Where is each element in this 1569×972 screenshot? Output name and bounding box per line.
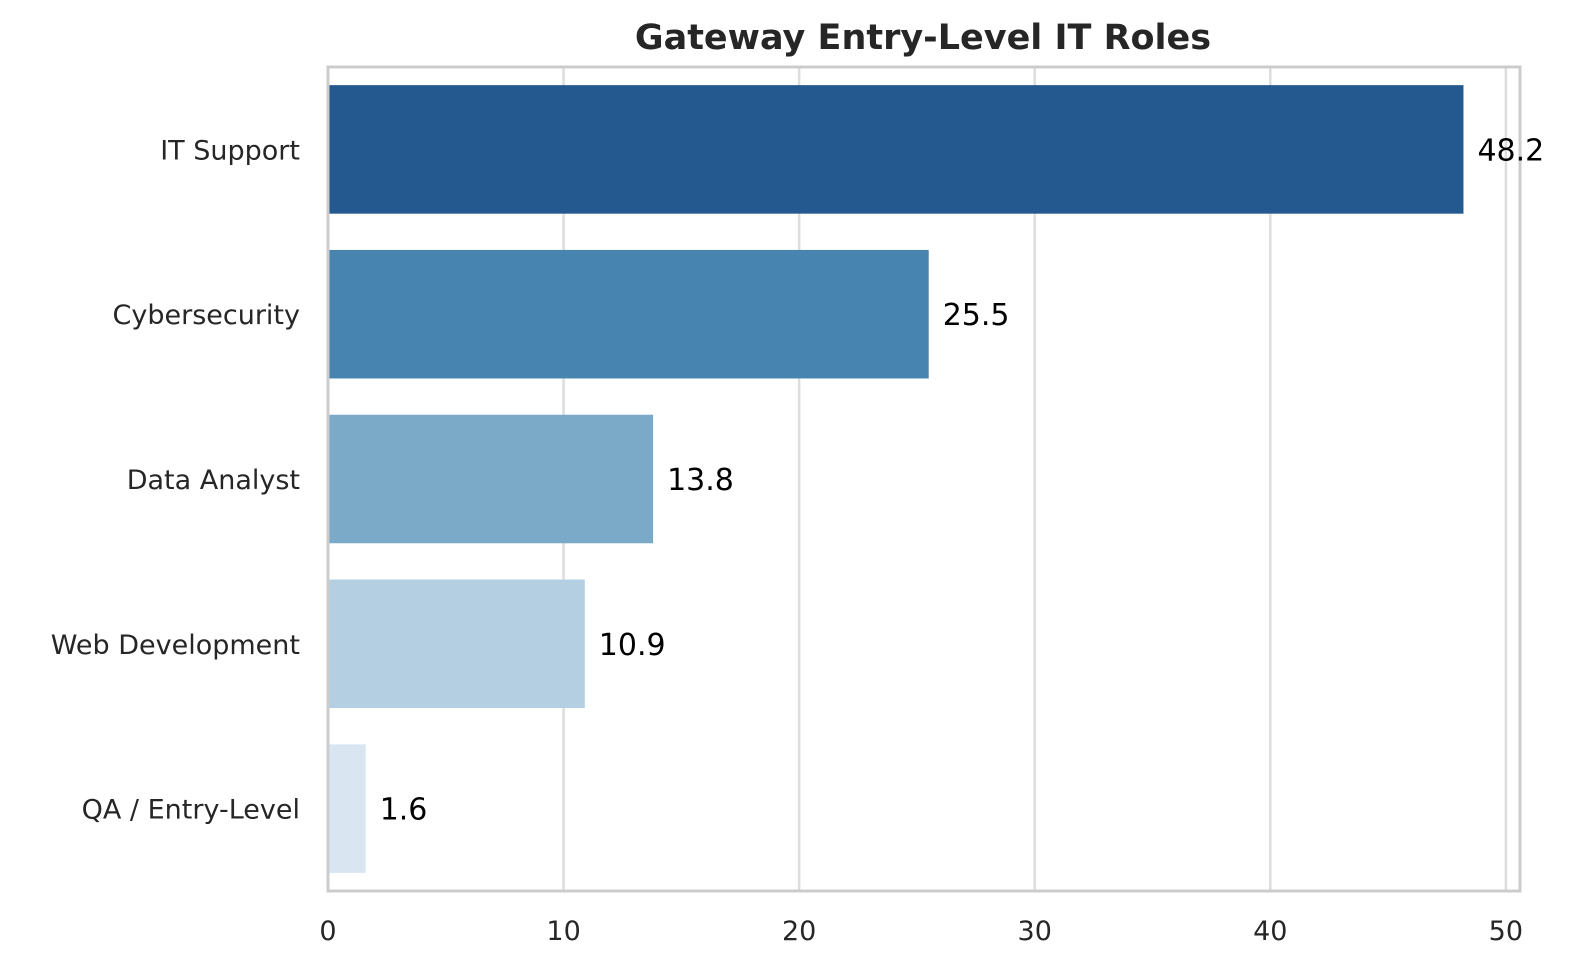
bar-data-analyst — [328, 414, 654, 544]
x-tick-label: 50 — [1489, 916, 1523, 947]
y-tick-label: Cybersecurity — [113, 300, 301, 331]
bar-cybersecurity — [328, 249, 929, 379]
x-tick-label: 0 — [319, 916, 336, 947]
x-tick-label: 10 — [546, 916, 580, 947]
y-tick-label: Data Analyst — [127, 465, 300, 496]
plot-frame — [326, 65, 1522, 893]
value-label: 13.8 — [667, 463, 734, 498]
value-label: 1.6 — [380, 793, 428, 828]
y-tick-label: QA / Entry-Level — [82, 795, 300, 826]
x-tick-label: 20 — [782, 916, 816, 947]
chart-title: Gateway Entry-Level IT Roles — [635, 18, 1211, 58]
plot-border — [326, 65, 1522, 893]
y-tick-label: Web Development — [51, 630, 300, 661]
bar-qa-entry-level — [328, 744, 366, 873]
value-label: 10.9 — [599, 628, 666, 663]
value-labels: 48.2 25.5 13.8 10.9 1.6 — [380, 133, 1545, 827]
value-label: 25.5 — [943, 298, 1010, 333]
bar-it-support — [328, 85, 1464, 214]
value-label: 48.2 — [1477, 133, 1544, 168]
bars — [328, 85, 1464, 873]
x-tick-label: 40 — [1253, 916, 1287, 947]
bar-web-development — [328, 579, 585, 709]
y-tick-labels: IT Support Cybersecurity Data Analyst Web D… — [51, 135, 300, 825]
x-tick-label: 30 — [1018, 916, 1052, 947]
x-tick-labels: 0 10 20 30 40 50 — [319, 916, 1523, 947]
y-tick-label: IT Support — [160, 135, 300, 166]
